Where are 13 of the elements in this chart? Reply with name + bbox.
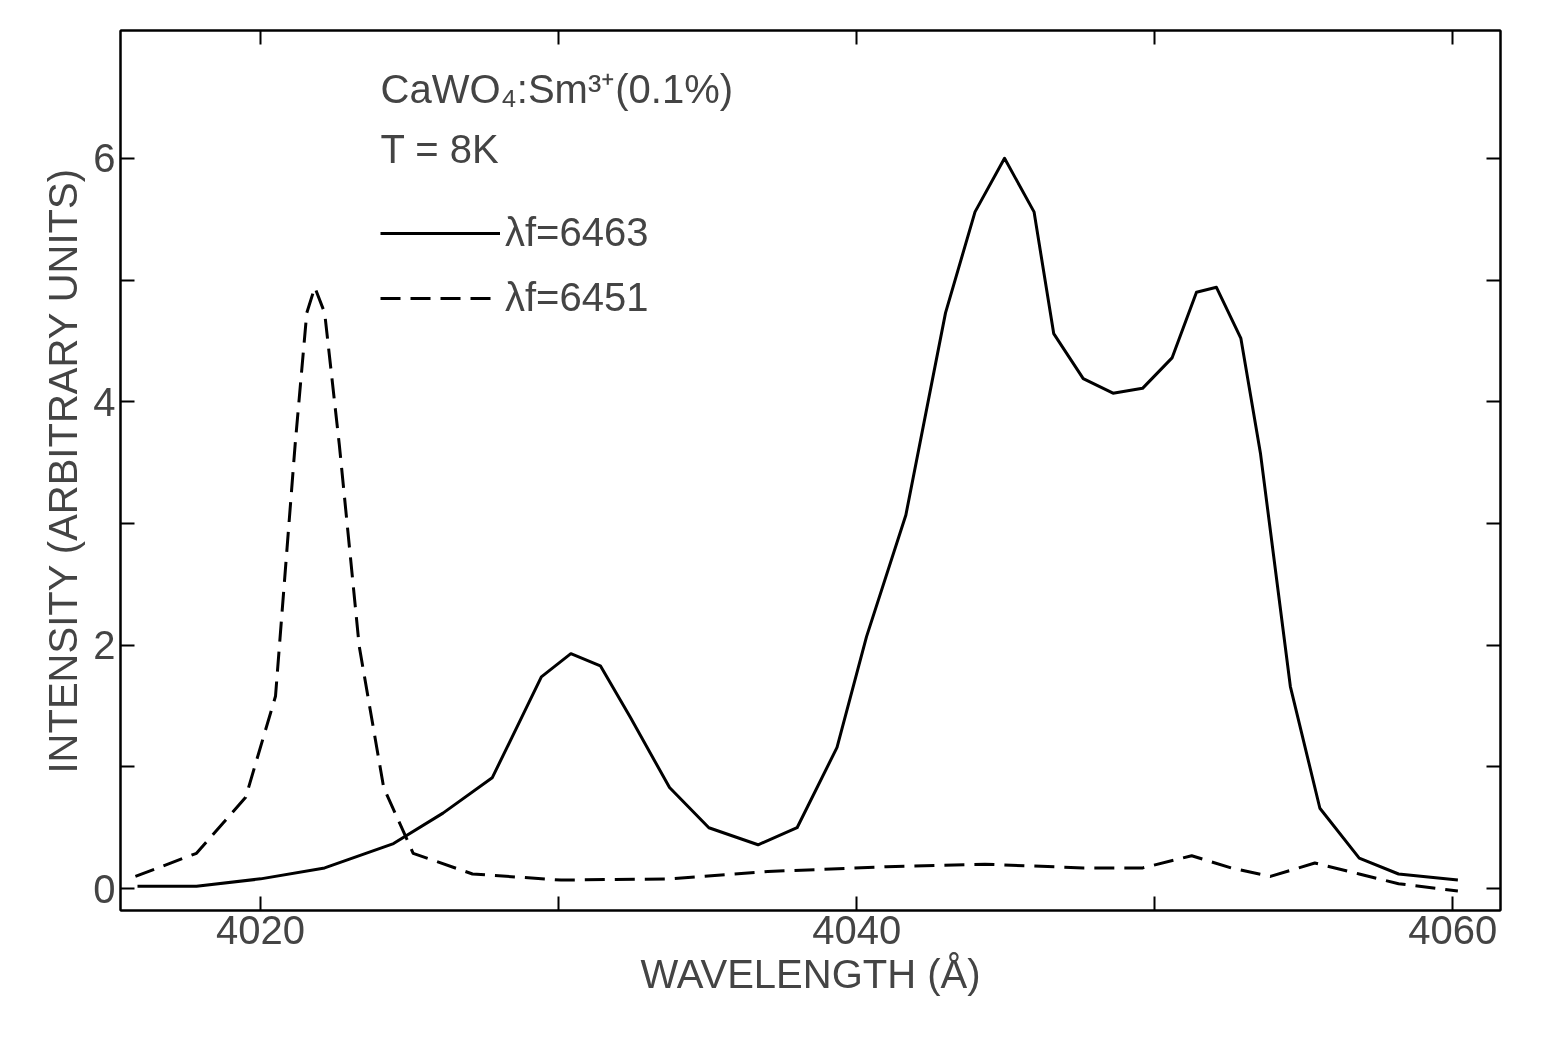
x-tick-label: 4040 xyxy=(812,907,902,952)
y-tick-label: 6 xyxy=(93,136,116,181)
legend-label: λf=6463 xyxy=(505,210,649,255)
x-tick-label: 4020 xyxy=(216,907,306,952)
x-axis-title: WAVELENGTH (Å) xyxy=(640,951,981,996)
y-tick-label: 2 xyxy=(93,623,116,668)
y-tick-label: 4 xyxy=(93,379,116,424)
y-axis-title: INTENSITY (ARBITRARY UNITS) xyxy=(41,168,86,774)
annotation: T = 8K xyxy=(380,126,500,171)
x-tick-label: 4060 xyxy=(1408,907,1498,952)
legend-label: λf=6451 xyxy=(505,275,649,320)
annotation: CaWO₄:Sm³⁺(0.1%) xyxy=(380,66,734,111)
y-tick-label: 0 xyxy=(93,866,116,911)
